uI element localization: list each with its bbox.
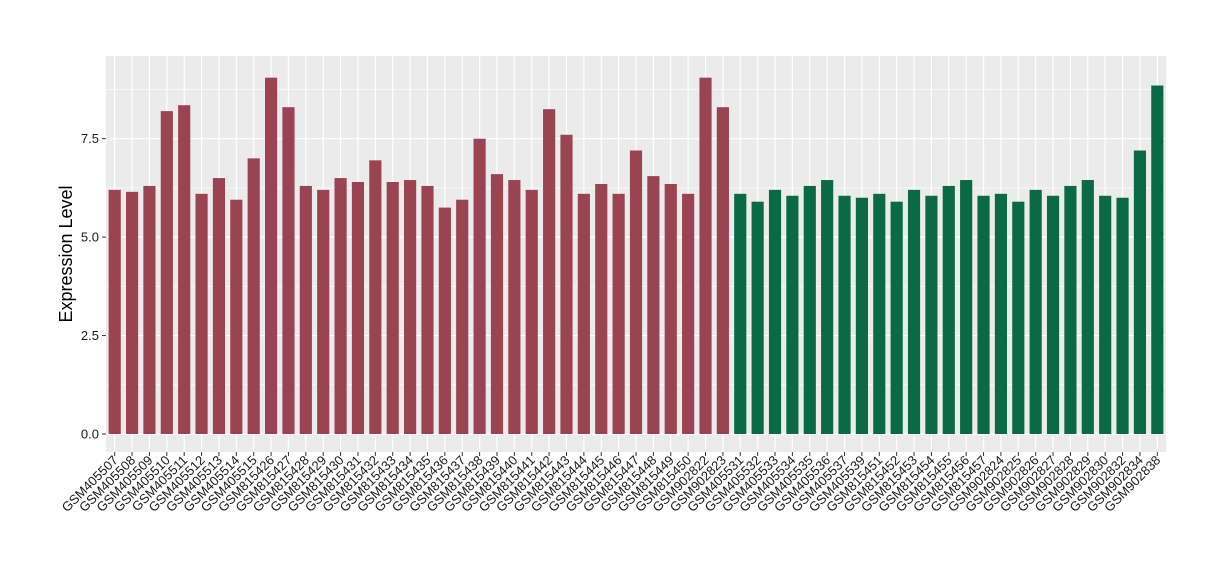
bar-GSM902838 xyxy=(1151,85,1164,434)
bar-GSM815446 xyxy=(612,193,625,434)
bar-GSM815426 xyxy=(265,77,278,434)
bar-GSM405511 xyxy=(178,105,191,434)
bar-GSM405531 xyxy=(734,193,747,434)
bar-GSM902826 xyxy=(1029,189,1042,434)
bar-GSM902829 xyxy=(1081,180,1094,434)
bar-GSM815444 xyxy=(577,193,590,434)
y-axis: 0.0 2.5 5.0 7.5 xyxy=(81,131,106,442)
bar-GSM815436 xyxy=(438,207,451,434)
bar-GSM902832 xyxy=(1116,197,1129,434)
bar-GSM902825 xyxy=(1012,201,1025,434)
bar-GSM405510 xyxy=(160,111,173,434)
bar-GSM405507 xyxy=(108,189,121,434)
bar-GSM815443 xyxy=(560,134,573,434)
bar-GSM405533 xyxy=(768,189,782,434)
bar-GSM815433 xyxy=(386,182,399,434)
y-tick-label: 0.0 xyxy=(81,427,99,442)
bar-GSM405513 xyxy=(212,178,226,434)
bar-GSM815431 xyxy=(351,182,365,434)
bar-GSM815455 xyxy=(942,185,955,434)
bar-GSM815445 xyxy=(595,183,608,434)
bar-GSM815442 xyxy=(543,109,556,434)
bar-GSM815450 xyxy=(682,193,695,434)
bar-GSM815451 xyxy=(873,193,886,434)
bar-GSM405539 xyxy=(855,197,868,434)
y-axis-title: Expression Level xyxy=(56,185,76,322)
bar-GSM815456 xyxy=(960,180,973,434)
bar-GSM405535 xyxy=(803,185,816,434)
bar-GSM405508 xyxy=(125,191,139,434)
bar-GSM405536 xyxy=(821,180,834,434)
y-tick-label: 5.0 xyxy=(81,230,99,245)
bar-GSM815440 xyxy=(508,180,521,434)
bar-GSM815432 xyxy=(369,160,382,434)
bar-GSM902828 xyxy=(1064,185,1077,434)
bar-GSM815435 xyxy=(421,185,434,434)
bar-GSM815449 xyxy=(664,183,677,434)
bar-GSM815448 xyxy=(647,176,660,434)
bar-GSM405537 xyxy=(838,195,851,434)
bar-GSM815454 xyxy=(925,195,938,434)
bars-group xyxy=(108,77,1164,434)
bar-GSM902830 xyxy=(1099,195,1112,434)
bar-GSM405515 xyxy=(247,158,260,434)
bar-GSM815441 xyxy=(525,189,538,434)
bar-GSM815430 xyxy=(334,178,347,434)
bar-GSM405532 xyxy=(751,201,764,434)
bar-GSM815434 xyxy=(404,180,417,434)
bar-GSM405514 xyxy=(230,199,243,434)
bar-GSM815437 xyxy=(456,199,469,434)
y-tick-label: 7.5 xyxy=(81,131,99,146)
bar-GSM815438 xyxy=(473,138,486,434)
bar-GSM815453 xyxy=(907,189,921,434)
bar-GSM902824 xyxy=(994,193,1007,434)
y-tick-label: 2.5 xyxy=(81,328,99,343)
bar-GSM902823 xyxy=(716,107,729,434)
bar-GSM815429 xyxy=(317,189,330,434)
bar-GSM405534 xyxy=(786,195,799,434)
bar-GSM902834 xyxy=(1133,150,1147,434)
bar-GSM815439 xyxy=(490,174,504,434)
bar-GSM815447 xyxy=(629,150,643,434)
bar-GSM815457 xyxy=(977,195,990,434)
bar-GSM902822 xyxy=(699,77,712,434)
bar-GSM902827 xyxy=(1046,195,1060,434)
bar-GSM405509 xyxy=(143,185,156,434)
bar-GSM815427 xyxy=(282,107,295,434)
bar-GSM405512 xyxy=(195,193,208,434)
bar-GSM815452 xyxy=(890,201,903,434)
bar-GSM815428 xyxy=(299,185,312,434)
x-axis: GSM405507GSM405508GSM405509GSM405510GSM4… xyxy=(59,452,1163,515)
